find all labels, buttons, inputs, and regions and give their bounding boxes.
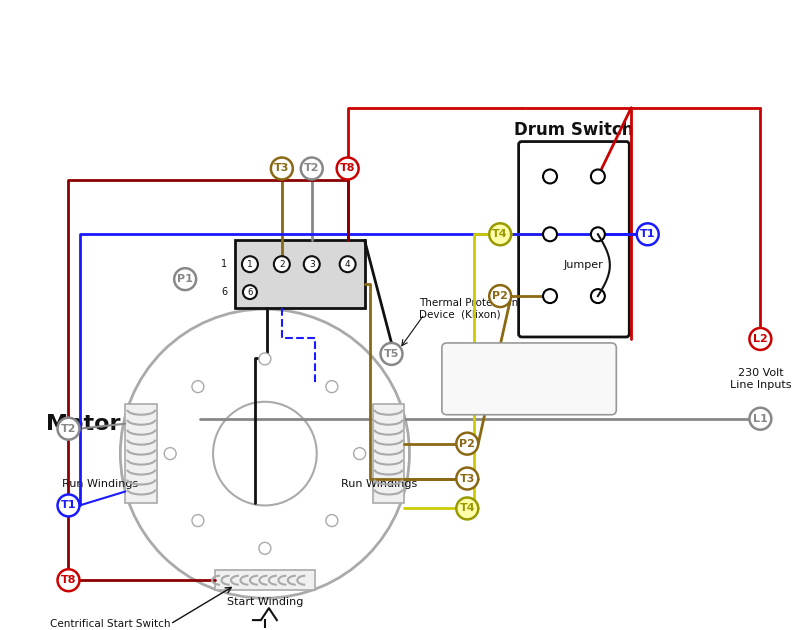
Circle shape <box>57 495 80 517</box>
Text: T4: T4 <box>460 503 475 513</box>
Text: T1: T1 <box>61 500 77 510</box>
Text: Centrifical Start Switch: Centrifical Start Switch <box>50 619 171 629</box>
Circle shape <box>337 158 358 180</box>
Text: L2: L2 <box>753 334 768 344</box>
Circle shape <box>164 448 176 460</box>
Circle shape <box>354 448 365 460</box>
Circle shape <box>591 169 605 183</box>
Circle shape <box>326 515 338 527</box>
Bar <box>215 570 314 590</box>
FancyBboxPatch shape <box>442 343 616 415</box>
Text: 3: 3 <box>309 260 314 268</box>
Circle shape <box>242 256 258 272</box>
Circle shape <box>192 381 204 392</box>
Text: P1: P1 <box>177 274 193 284</box>
Text: T4: T4 <box>492 229 508 239</box>
Circle shape <box>749 408 772 430</box>
Circle shape <box>271 158 293 180</box>
Text: Motor: Motor <box>45 414 120 433</box>
Bar <box>125 404 157 503</box>
Circle shape <box>192 515 204 527</box>
Circle shape <box>57 418 80 440</box>
Circle shape <box>543 227 557 241</box>
Text: L1: L1 <box>753 414 768 424</box>
Text: Jumper: Jumper <box>564 260 604 270</box>
Bar <box>235 240 365 308</box>
Circle shape <box>259 353 271 365</box>
Circle shape <box>749 328 772 350</box>
Circle shape <box>456 433 478 455</box>
Circle shape <box>543 169 557 183</box>
Text: 1: 1 <box>247 260 253 268</box>
Text: T2: T2 <box>61 424 77 433</box>
Text: P2: P2 <box>492 291 508 301</box>
Circle shape <box>489 285 512 307</box>
Text: Drum Switch: Drum Switch <box>514 120 634 139</box>
Circle shape <box>543 289 557 303</box>
Circle shape <box>456 498 478 519</box>
Circle shape <box>259 542 271 554</box>
FancyBboxPatch shape <box>519 142 630 337</box>
Circle shape <box>57 570 80 591</box>
Text: 1: 1 <box>221 259 227 269</box>
Circle shape <box>591 227 605 241</box>
Text: 6: 6 <box>221 287 227 297</box>
Circle shape <box>381 343 402 365</box>
Text: 6: 6 <box>247 288 253 297</box>
Circle shape <box>591 289 605 303</box>
Circle shape <box>340 256 356 272</box>
Text: P2: P2 <box>460 438 476 449</box>
Circle shape <box>301 158 322 180</box>
Bar <box>373 404 405 503</box>
Circle shape <box>326 381 338 392</box>
Circle shape <box>456 467 478 490</box>
Circle shape <box>243 285 257 299</box>
Text: Thermal Protection
Device  (Klixon): Thermal Protection Device (Klixon) <box>420 298 519 320</box>
Text: 230 Volt
Line Inputs: 230 Volt Line Inputs <box>729 368 791 389</box>
Circle shape <box>274 256 290 272</box>
Text: 4: 4 <box>345 260 350 268</box>
Circle shape <box>304 256 320 272</box>
Text: T8: T8 <box>340 163 355 173</box>
Circle shape <box>489 223 512 245</box>
Text: T8: T8 <box>61 575 77 585</box>
Text: Start Winding: Start Winding <box>227 597 303 607</box>
Text: Run Windings: Run Windings <box>62 479 139 488</box>
Circle shape <box>174 268 196 290</box>
Text: 2: 2 <box>279 260 285 268</box>
Circle shape <box>637 223 658 245</box>
Text: Note: If motor runs "backwards,"
  Swap T1 and T4 leads at
  the Drum Switch.: Note: If motor runs "backwards," Swap T1… <box>449 362 609 396</box>
Text: T3: T3 <box>275 163 290 173</box>
Text: T1: T1 <box>640 229 655 239</box>
Text: T2: T2 <box>304 163 319 173</box>
Text: T3: T3 <box>460 474 475 484</box>
Text: Run Windings: Run Windings <box>342 479 417 488</box>
Text: T5: T5 <box>384 349 399 359</box>
